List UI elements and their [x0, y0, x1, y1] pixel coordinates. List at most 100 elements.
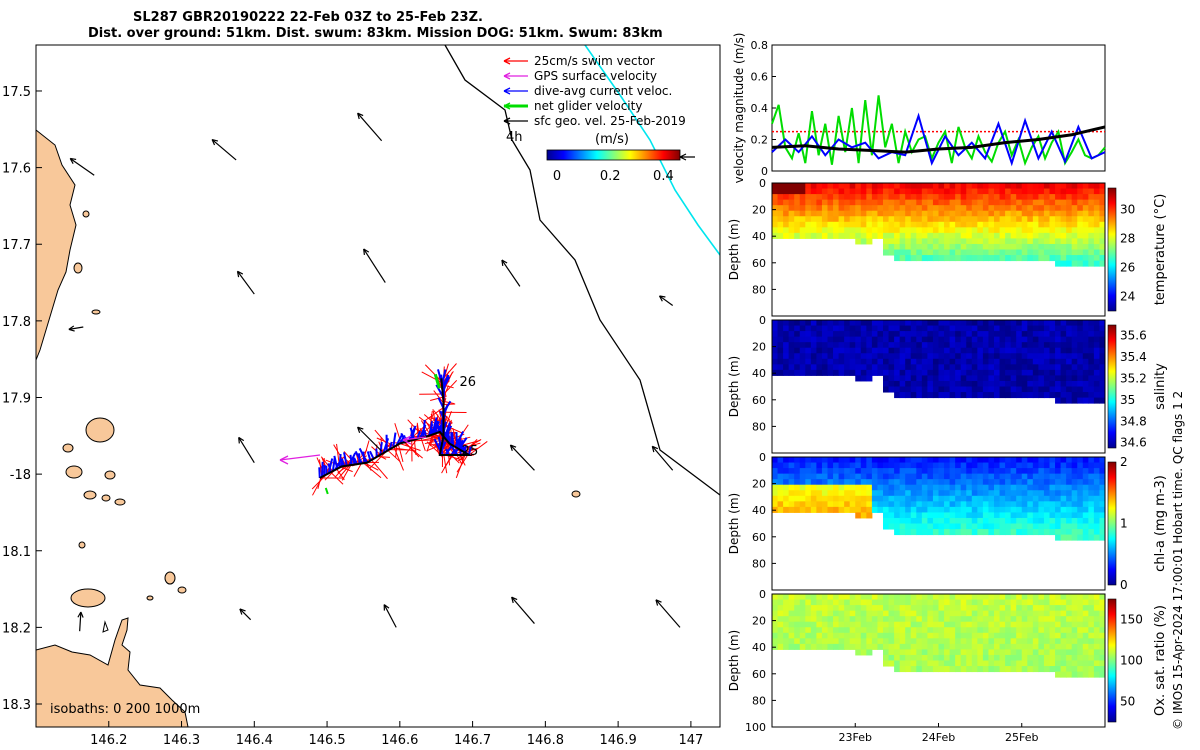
section-cell: [888, 594, 895, 601]
section-cell: [938, 320, 945, 327]
section-cell: [1005, 479, 1012, 486]
section-cell: [1027, 255, 1034, 262]
section-cell: [1021, 506, 1028, 513]
section-cell: [1038, 392, 1045, 399]
geo-velocity-arrowhead: [655, 599, 662, 606]
section-cell: [944, 627, 951, 634]
section-cell: [1016, 364, 1023, 371]
x-tick-label: 147: [678, 733, 703, 748]
section-cell: [816, 599, 823, 606]
section-cell: [916, 473, 923, 480]
section-cell: [905, 194, 912, 201]
section-cell: [1077, 666, 1084, 673]
section-cell: [1060, 353, 1067, 360]
section-cell: [1049, 392, 1056, 399]
section-cell: [1010, 479, 1017, 486]
section-cell: [1010, 199, 1017, 206]
section-cell: [794, 347, 801, 354]
section-cell: [1043, 501, 1050, 508]
section-cell: [1082, 627, 1089, 634]
geo-velocity-arrowhead: [501, 259, 508, 267]
section-cell: [982, 479, 989, 486]
section-cell: [827, 336, 834, 343]
section-cell: [1055, 210, 1062, 217]
section-cell: [1032, 205, 1039, 212]
section-cell: [905, 599, 912, 606]
section-cell: [805, 501, 812, 508]
section-cell: [777, 643, 784, 650]
section-cell: [944, 255, 951, 262]
section-cell: [855, 325, 862, 332]
section-cell: [1099, 320, 1106, 327]
section-cell: [1049, 638, 1056, 645]
section-cell: [821, 605, 828, 612]
section-cell: [905, 238, 912, 245]
section-cell: [883, 336, 890, 343]
section-cell: [1005, 364, 1012, 371]
section-cell: [971, 627, 978, 634]
section-cell: [1066, 188, 1073, 195]
section-cell: [988, 495, 995, 502]
section-cell: [949, 594, 956, 601]
section-cell: [794, 506, 801, 513]
section-cell: [871, 484, 878, 491]
section-cell: [799, 616, 806, 623]
section-cell: [777, 490, 784, 497]
section-cell: [932, 506, 939, 513]
section-cell: [960, 660, 967, 667]
section-cell: [960, 194, 967, 201]
section-cell: [949, 484, 956, 491]
section-cell: [799, 638, 806, 645]
section-cell: [971, 243, 978, 250]
section-cell: [949, 506, 956, 513]
section-cell: [788, 331, 795, 338]
section-cell: [1099, 462, 1106, 469]
section-cell: [960, 610, 967, 617]
section-cell: [1049, 501, 1056, 508]
section-cell: [927, 221, 934, 228]
velocity-series-line: [771, 95, 1106, 167]
section-cell: [833, 616, 840, 623]
section-cell: [1010, 529, 1017, 536]
section-cell: [816, 506, 823, 513]
section-cell: [833, 490, 840, 497]
section-cell: [1066, 506, 1073, 513]
section-cell: [805, 627, 812, 634]
section-cell: [1088, 517, 1095, 524]
section-cell: [1077, 325, 1084, 332]
current-vector: [366, 451, 372, 461]
section-cell: [1071, 671, 1078, 678]
section-cell: [949, 392, 956, 399]
geo-velocity-arrowhead: [211, 138, 219, 146]
section-cell: [971, 364, 978, 371]
section-cell: [866, 358, 873, 365]
section-cell: [1049, 468, 1056, 475]
section-cell: [844, 457, 851, 464]
section-cell: [938, 616, 945, 623]
section-cell: [871, 621, 878, 628]
section-cell: [899, 194, 906, 201]
section-cell: [788, 353, 795, 360]
section-cell: [777, 232, 784, 239]
section-cell: [1021, 479, 1028, 486]
section-cell: [772, 468, 779, 475]
section-cell: [1099, 610, 1106, 617]
section-cell: [821, 621, 828, 628]
section-cell: [938, 199, 945, 206]
section-cell: [971, 610, 978, 617]
section-cell: [916, 506, 923, 513]
section-cell: [866, 375, 873, 382]
island: [177, 586, 187, 594]
section-cell: [1049, 232, 1056, 239]
section-cell: [788, 227, 795, 234]
section-cell: [999, 621, 1006, 628]
section-cell: [894, 666, 901, 673]
section-cell: [955, 353, 962, 360]
section-cell: [949, 380, 956, 387]
section-cell: [905, 495, 912, 502]
section-cell: [888, 479, 895, 486]
section-cell: [921, 495, 928, 502]
section-cell: [1027, 375, 1034, 382]
section-cell: [932, 638, 939, 645]
section-cell: [921, 221, 928, 228]
